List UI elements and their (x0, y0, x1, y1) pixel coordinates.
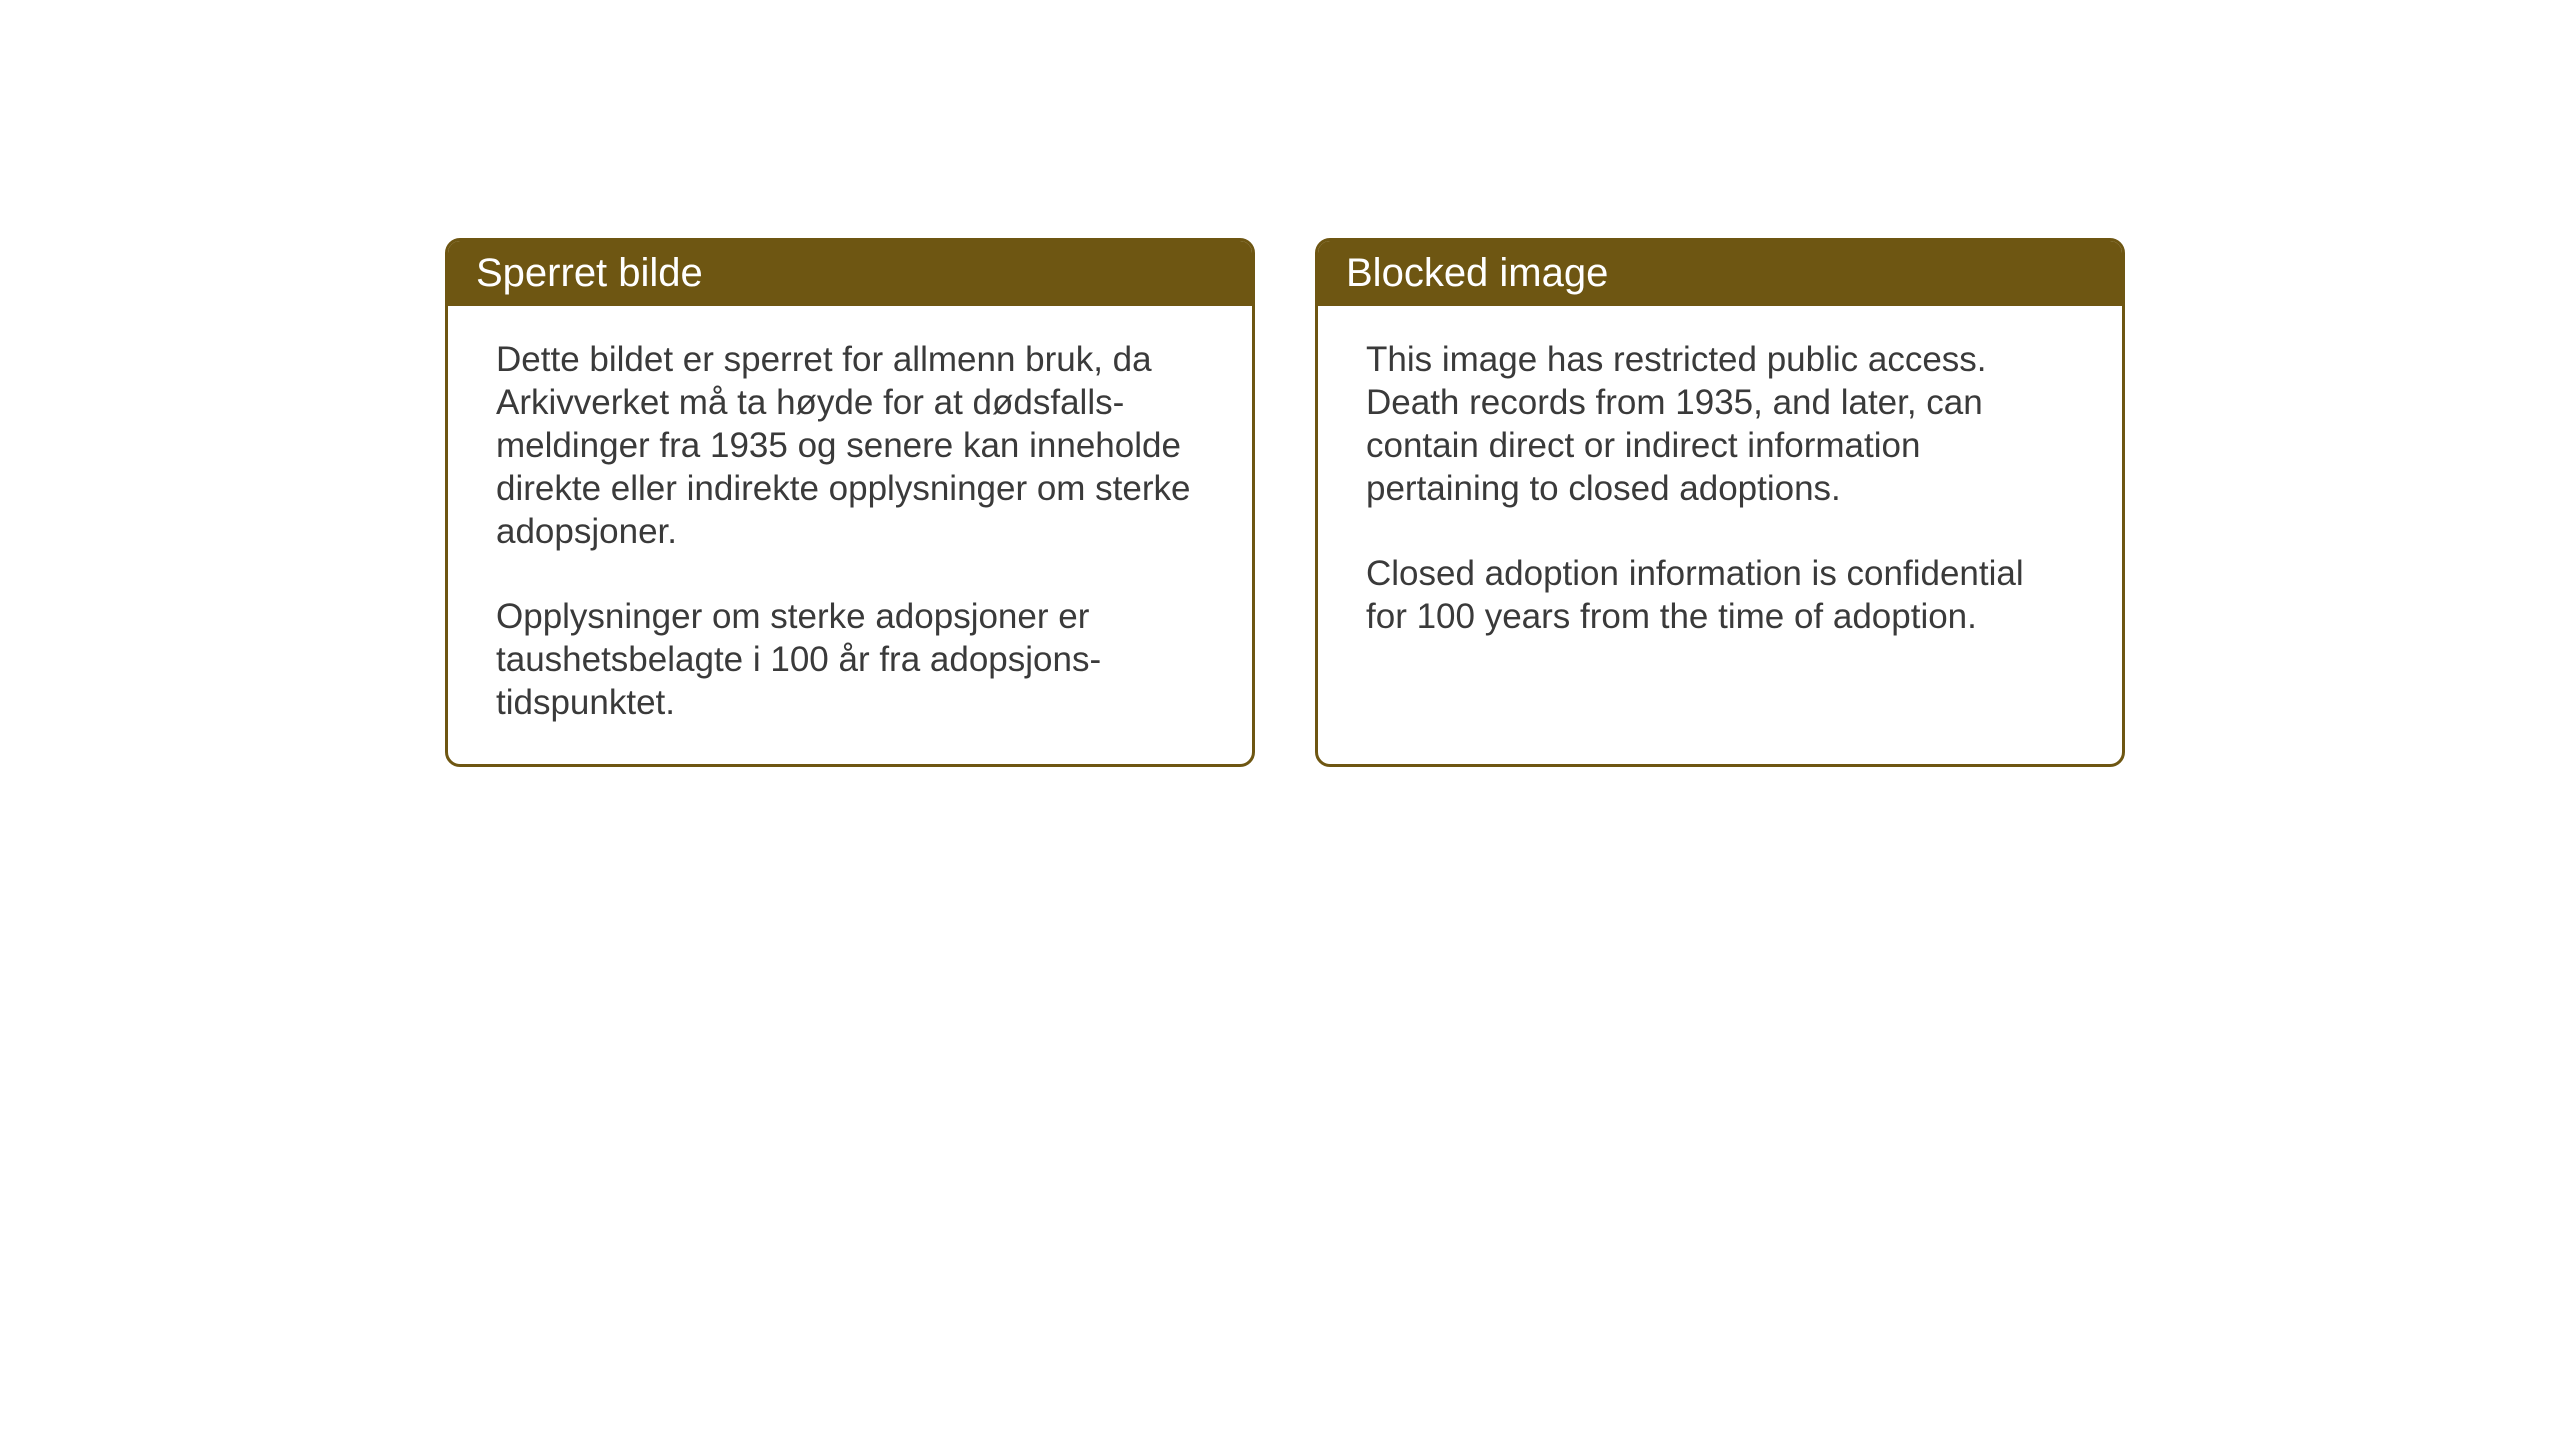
cards-container: Sperret bilde Dette bildet er sperret fo… (445, 238, 2125, 767)
card-paragraph-2-norwegian: Opplysninger om sterke adopsjoner er tau… (496, 595, 1204, 724)
card-header-english: Blocked image (1318, 241, 2122, 306)
card-title-norwegian: Sperret bilde (476, 251, 703, 295)
card-paragraph-2-english: Closed adoption information is confident… (1366, 552, 2074, 638)
card-title-english: Blocked image (1346, 251, 1608, 295)
card-english: Blocked image This image has restricted … (1315, 238, 2125, 767)
card-paragraph-1-english: This image has restricted public access.… (1366, 338, 2074, 510)
card-norwegian: Sperret bilde Dette bildet er sperret fo… (445, 238, 1255, 767)
card-header-norwegian: Sperret bilde (448, 241, 1252, 306)
card-paragraph-1-norwegian: Dette bildet er sperret for allmenn bruk… (496, 338, 1204, 553)
card-body-norwegian: Dette bildet er sperret for allmenn bruk… (448, 306, 1252, 764)
card-body-english: This image has restricted public access.… (1318, 306, 2122, 746)
